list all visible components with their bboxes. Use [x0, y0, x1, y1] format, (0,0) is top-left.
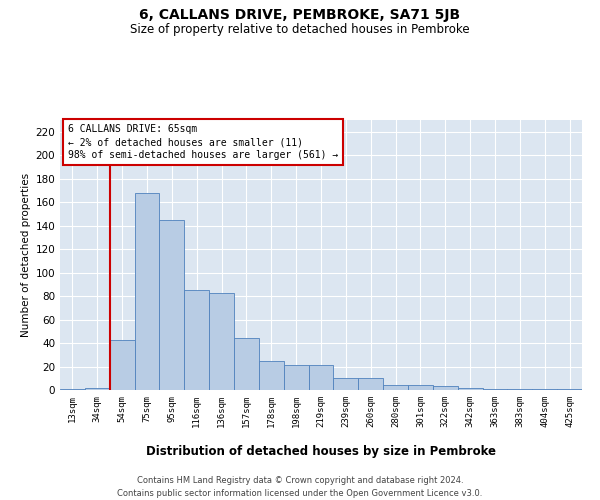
Bar [209, 292, 234, 390]
Bar [458, 388, 482, 390]
Bar [160, 220, 184, 390]
Text: Contains HM Land Registry data © Crown copyright and database right 2024.
Contai: Contains HM Land Registry data © Crown c… [118, 476, 482, 498]
Bar [234, 338, 259, 390]
Text: Distribution of detached houses by size in Pembroke: Distribution of detached houses by size … [146, 444, 496, 458]
Bar [482, 389, 508, 390]
Bar [85, 388, 110, 390]
Text: Size of property relative to detached houses in Pembroke: Size of property relative to detached ho… [130, 22, 470, 36]
Y-axis label: Number of detached properties: Number of detached properties [21, 173, 31, 337]
Bar [184, 290, 209, 390]
Bar [557, 389, 582, 390]
Bar [508, 389, 532, 390]
Text: 6 CALLANS DRIVE: 65sqm
← 2% of detached houses are smaller (11)
98% of semi-deta: 6 CALLANS DRIVE: 65sqm ← 2% of detached … [68, 124, 338, 160]
Bar [408, 386, 433, 390]
Bar [259, 360, 284, 390]
Bar [134, 193, 160, 390]
Bar [110, 340, 134, 390]
Bar [383, 386, 408, 390]
Bar [308, 366, 334, 390]
Bar [60, 389, 85, 390]
Bar [334, 378, 358, 390]
Bar [433, 386, 458, 390]
Bar [284, 366, 308, 390]
Bar [532, 389, 557, 390]
Text: 6, CALLANS DRIVE, PEMBROKE, SA71 5JB: 6, CALLANS DRIVE, PEMBROKE, SA71 5JB [139, 8, 461, 22]
Bar [358, 378, 383, 390]
